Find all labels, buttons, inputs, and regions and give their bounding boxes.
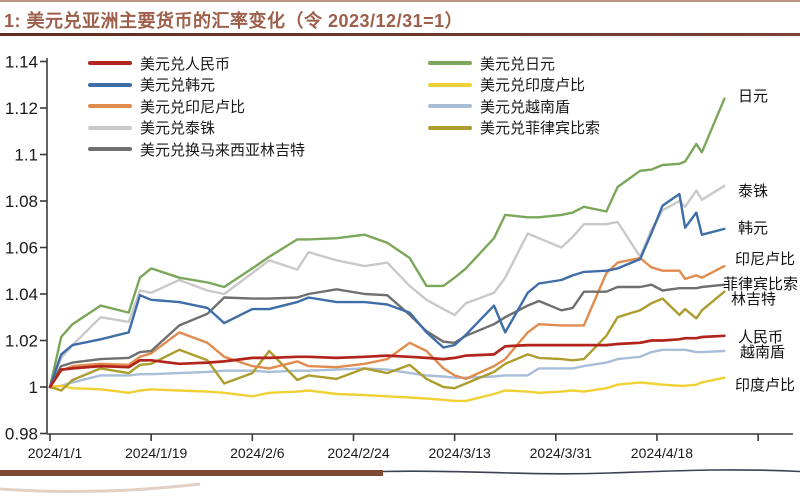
series-line-thb [48,184,726,389]
legend-label-myr: 美元兑换马来西亚林吉特 [140,141,306,159]
legend-label-idr: 美元兑印尼卢比 [140,98,246,116]
x-tick-label: 2024/3/31 [530,445,592,461]
series-line-myr [48,283,726,389]
y-tick-label: 1.1 [14,146,38,165]
legend-label-krw: 美元兑韩元 [140,77,216,94]
legend-swatch-thb [88,125,132,130]
x-tick-label: 2024/2/6 [230,445,285,461]
x-tick-label: 2024/2/24 [327,445,389,461]
x-tick-label: 2024/4/18 [631,445,693,461]
x-tick-label: 2024/1/1 [28,445,83,461]
series-line-inr [48,376,726,403]
y-tick-label: 1.06 [5,239,38,258]
legend-label-vnd: 美元兑越南盾 [480,98,571,116]
series-end-label-php: 菲律宾比索 [723,276,798,293]
series-line-vnd [48,348,726,389]
x-tick-label: 2024/1/19 [125,445,187,461]
legend-swatch-krw [88,82,132,87]
series-end-label-inr: 印度卢比 [735,377,795,394]
chart-title: 1: 美元兑亚洲主要货币的汇率变化（令 2023/12/31=1） [4,11,464,31]
series-end-label-myr: 林吉特 [731,291,776,308]
legend-item-vnd: 美元兑越南盾 [428,96,570,116]
title-divider-rule [0,33,800,36]
series-line-php [48,290,726,392]
top-border-rule [0,0,800,2]
y-tick-label: 1 [29,378,38,397]
legend-item-krw: 美元兑韩元 [88,75,215,95]
series-end-label-vnd: 越南盾 [740,344,785,361]
legend-swatch-php [428,125,472,130]
y-tick-label: 0.98 [5,425,38,444]
legend-label-inr: 美元兑印度卢比 [480,77,586,94]
legend-item-idr: 美元兑印尼卢比 [88,96,245,116]
series-line-jpy [48,97,726,389]
legend-swatch-jpy [428,61,472,65]
legend-label-php: 美元兑菲律宾比索 [480,120,601,137]
legend-item-myr: 美元兑换马来西亚林吉特 [88,139,305,159]
series-end-label-thb: 泰铢 [738,183,768,200]
series-end-label-krw: 韩元 [738,220,768,237]
y-tick-label: 1.04 [5,285,38,304]
legend-item-cny: 美元兑人民币 [88,53,230,73]
legend-swatch-vnd [428,104,472,108]
footer-decorative-rule [0,469,800,493]
series-end-label-cny: 人民币 [738,329,783,346]
x-tick-label: 2024/3/13 [428,445,490,461]
series-end-label-jpy: 日元 [738,88,768,105]
y-tick-label: 1.14 [5,53,38,72]
legend-item-thb: 美元兑泰铢 [88,118,215,138]
legend-label-cny: 美元兑人民币 [140,55,231,73]
axes: 1.141.121.11.081.061.041.0210.982024/1/1… [5,53,793,461]
y-tick-label: 1.08 [5,192,38,211]
legend-item-inr: 美元兑印度卢比 [428,75,585,95]
legend-label-thb: 美元兑泰铢 [140,120,216,137]
series-line-idr [48,256,726,389]
y-tick-label: 1.12 [5,99,38,118]
legend-item-php: 美元兑菲律宾比索 [428,118,600,138]
legend-swatch-cny [88,61,132,65]
series-line-krw [48,192,726,389]
legend-swatch-idr [88,104,132,108]
legend-swatch-inr [428,82,472,87]
y-tick-label: 1.02 [5,332,38,351]
series-lines [48,97,726,403]
series-line-cny [48,334,726,389]
legend-item-jpy: 美元兑日元 [428,53,555,73]
legend-label-jpy: 美元兑日元 [480,55,556,73]
series-end-label-idr: 印尼卢比 [735,251,795,268]
legend-swatch-myr [88,147,132,151]
